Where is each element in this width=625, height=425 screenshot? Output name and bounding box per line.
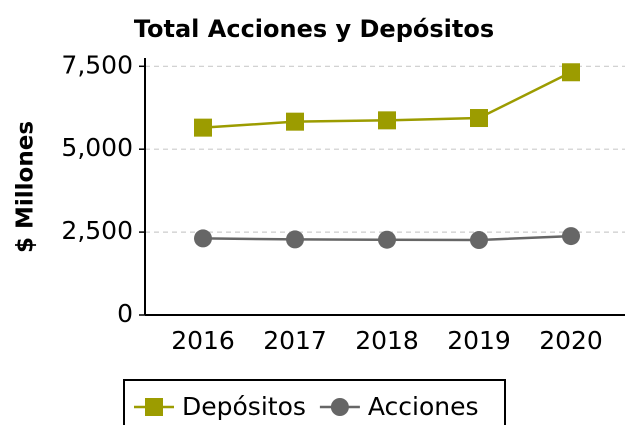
legend-marker bbox=[145, 398, 163, 416]
point bbox=[562, 227, 580, 246]
y-tick-label: 2,500 bbox=[61, 216, 133, 245]
point bbox=[378, 230, 396, 249]
y-tick-label: 0 bbox=[117, 299, 133, 328]
x-tick-label: 2020 bbox=[539, 326, 603, 355]
legend-box bbox=[123, 379, 506, 425]
y-tick-label: 7,500 bbox=[61, 50, 133, 79]
y-axis-label: $ Millones bbox=[13, 121, 39, 253]
legend-label: Depósitos bbox=[182, 392, 306, 421]
point bbox=[470, 109, 488, 128]
point bbox=[378, 111, 396, 130]
x-tick-label: 2017 bbox=[263, 326, 327, 355]
x-tick-label: 2016 bbox=[171, 326, 235, 355]
legend-label: Acciones bbox=[368, 392, 479, 421]
point bbox=[470, 231, 488, 250]
point bbox=[286, 230, 304, 249]
point bbox=[194, 229, 212, 248]
chart-title: Total Acciones y Depósitos bbox=[134, 15, 494, 43]
point bbox=[286, 112, 304, 131]
point bbox=[194, 118, 212, 137]
point bbox=[562, 63, 580, 82]
legend-marker bbox=[330, 398, 349, 416]
x-tick-label: 2019 bbox=[447, 326, 511, 355]
y-tick-label: 5,000 bbox=[61, 133, 133, 162]
x-tick-label: 2018 bbox=[355, 326, 419, 355]
